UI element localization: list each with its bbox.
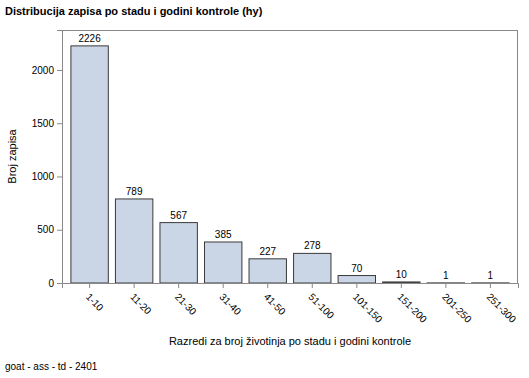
x-tick: 101-150 <box>351 283 385 325</box>
data-label: 70 <box>351 263 363 274</box>
y-tick-mark <box>57 70 62 71</box>
data-label: 567 <box>170 210 187 221</box>
y-tick-mark <box>57 123 62 124</box>
x-tick-mark <box>401 283 402 288</box>
y-axis-title: Broj zapisa <box>6 128 18 183</box>
y-tick-label: 0 <box>48 278 54 289</box>
y-tick: 2000 <box>32 65 62 76</box>
x-tick: 1-10 <box>84 283 106 313</box>
x-tick-label: 201-250 <box>440 291 474 325</box>
x-tick-label: 41-50 <box>262 291 288 317</box>
x-tick-label: 51-100 <box>306 291 336 321</box>
data-labels: 2226 789 567 385 227 278 70 10 1 1 <box>78 33 493 281</box>
x-tick: 251-300 <box>485 283 519 325</box>
y-tick: 1000 <box>32 171 62 182</box>
bar <box>71 46 108 283</box>
x-tick-label: 251-300 <box>485 291 519 325</box>
plot-area: 0 500 1000 1500 2000 1-10 11-20 21-30 31-40 41-50… <box>32 30 519 325</box>
x-tick-label: 1-10 <box>84 291 106 313</box>
y-tick: 0 <box>48 278 62 289</box>
y-tick-label: 1500 <box>32 118 55 129</box>
x-tick-label: 31-40 <box>217 291 243 317</box>
frame-right <box>517 30 518 283</box>
data-label: 227 <box>259 246 276 257</box>
footnote: goat - ass - td - 2401 <box>5 361 98 372</box>
y-tick-label: 500 <box>37 224 54 235</box>
x-tick: 151-200 <box>395 283 429 325</box>
x-tick-mark <box>490 283 491 288</box>
x-tick-mark <box>267 283 268 288</box>
frame-top <box>62 30 518 31</box>
bars <box>71 46 509 283</box>
x-tick-mark <box>312 283 313 288</box>
x-tick-label: 151-200 <box>395 291 429 325</box>
y-axis-line <box>57 31 63 284</box>
x-tick-label: 21-30 <box>173 291 199 317</box>
x-tick: 41-50 <box>262 283 288 317</box>
y-tick-label: 1000 <box>32 171 55 182</box>
bar <box>115 199 152 283</box>
x-tick-label: 11-20 <box>128 291 154 317</box>
data-label: 1 <box>443 270 449 281</box>
bar <box>472 282 509 283</box>
y-tick-label: 2000 <box>32 65 55 76</box>
y-tick-mark <box>57 230 62 231</box>
bar <box>205 242 242 283</box>
data-label: 385 <box>215 229 232 240</box>
x-tick: 31-40 <box>217 283 243 317</box>
x-axis: 1-10 11-20 21-30 31-40 41-50 51-100 101-150 151… <box>63 283 519 325</box>
y-tick: 1500 <box>32 118 62 129</box>
data-label: 2226 <box>78 33 101 44</box>
y-tick-mark <box>57 176 62 177</box>
data-label: 1 <box>488 270 494 281</box>
x-tick-mark <box>178 283 179 288</box>
x-tick: 21-30 <box>173 283 199 317</box>
bar <box>249 259 286 283</box>
x-tick-mark <box>89 283 90 288</box>
x-tick-mark <box>445 283 446 288</box>
y-tick-mark <box>57 283 62 284</box>
x-tick-mark <box>223 283 224 288</box>
title: Distribucija zapisa po stadu i godini ko… <box>5 5 263 17</box>
y-tick: 500 <box>37 224 62 235</box>
x-axis-title: Razredi za broj životinja po stadu i god… <box>169 335 411 347</box>
bar <box>338 276 375 283</box>
y-axis: 0 500 1000 1500 2000 <box>32 31 63 289</box>
x-tick-mark <box>134 283 135 288</box>
x-tick: 51-100 <box>306 283 336 321</box>
x-tick-mark <box>356 283 357 288</box>
data-label: 278 <box>304 240 321 251</box>
x-axis-line <box>63 284 519 289</box>
x-tick-label: 101-150 <box>351 291 385 325</box>
x-tick: 201-250 <box>440 283 474 325</box>
chart: Distribucija zapisa po stadu i godini ko… <box>0 0 529 378</box>
data-label: 10 <box>396 269 408 280</box>
bar <box>427 282 464 283</box>
data-label: 789 <box>126 186 143 197</box>
x-tick: 11-20 <box>128 283 154 317</box>
bar <box>383 282 420 283</box>
bar <box>294 253 331 283</box>
bar <box>160 223 197 283</box>
